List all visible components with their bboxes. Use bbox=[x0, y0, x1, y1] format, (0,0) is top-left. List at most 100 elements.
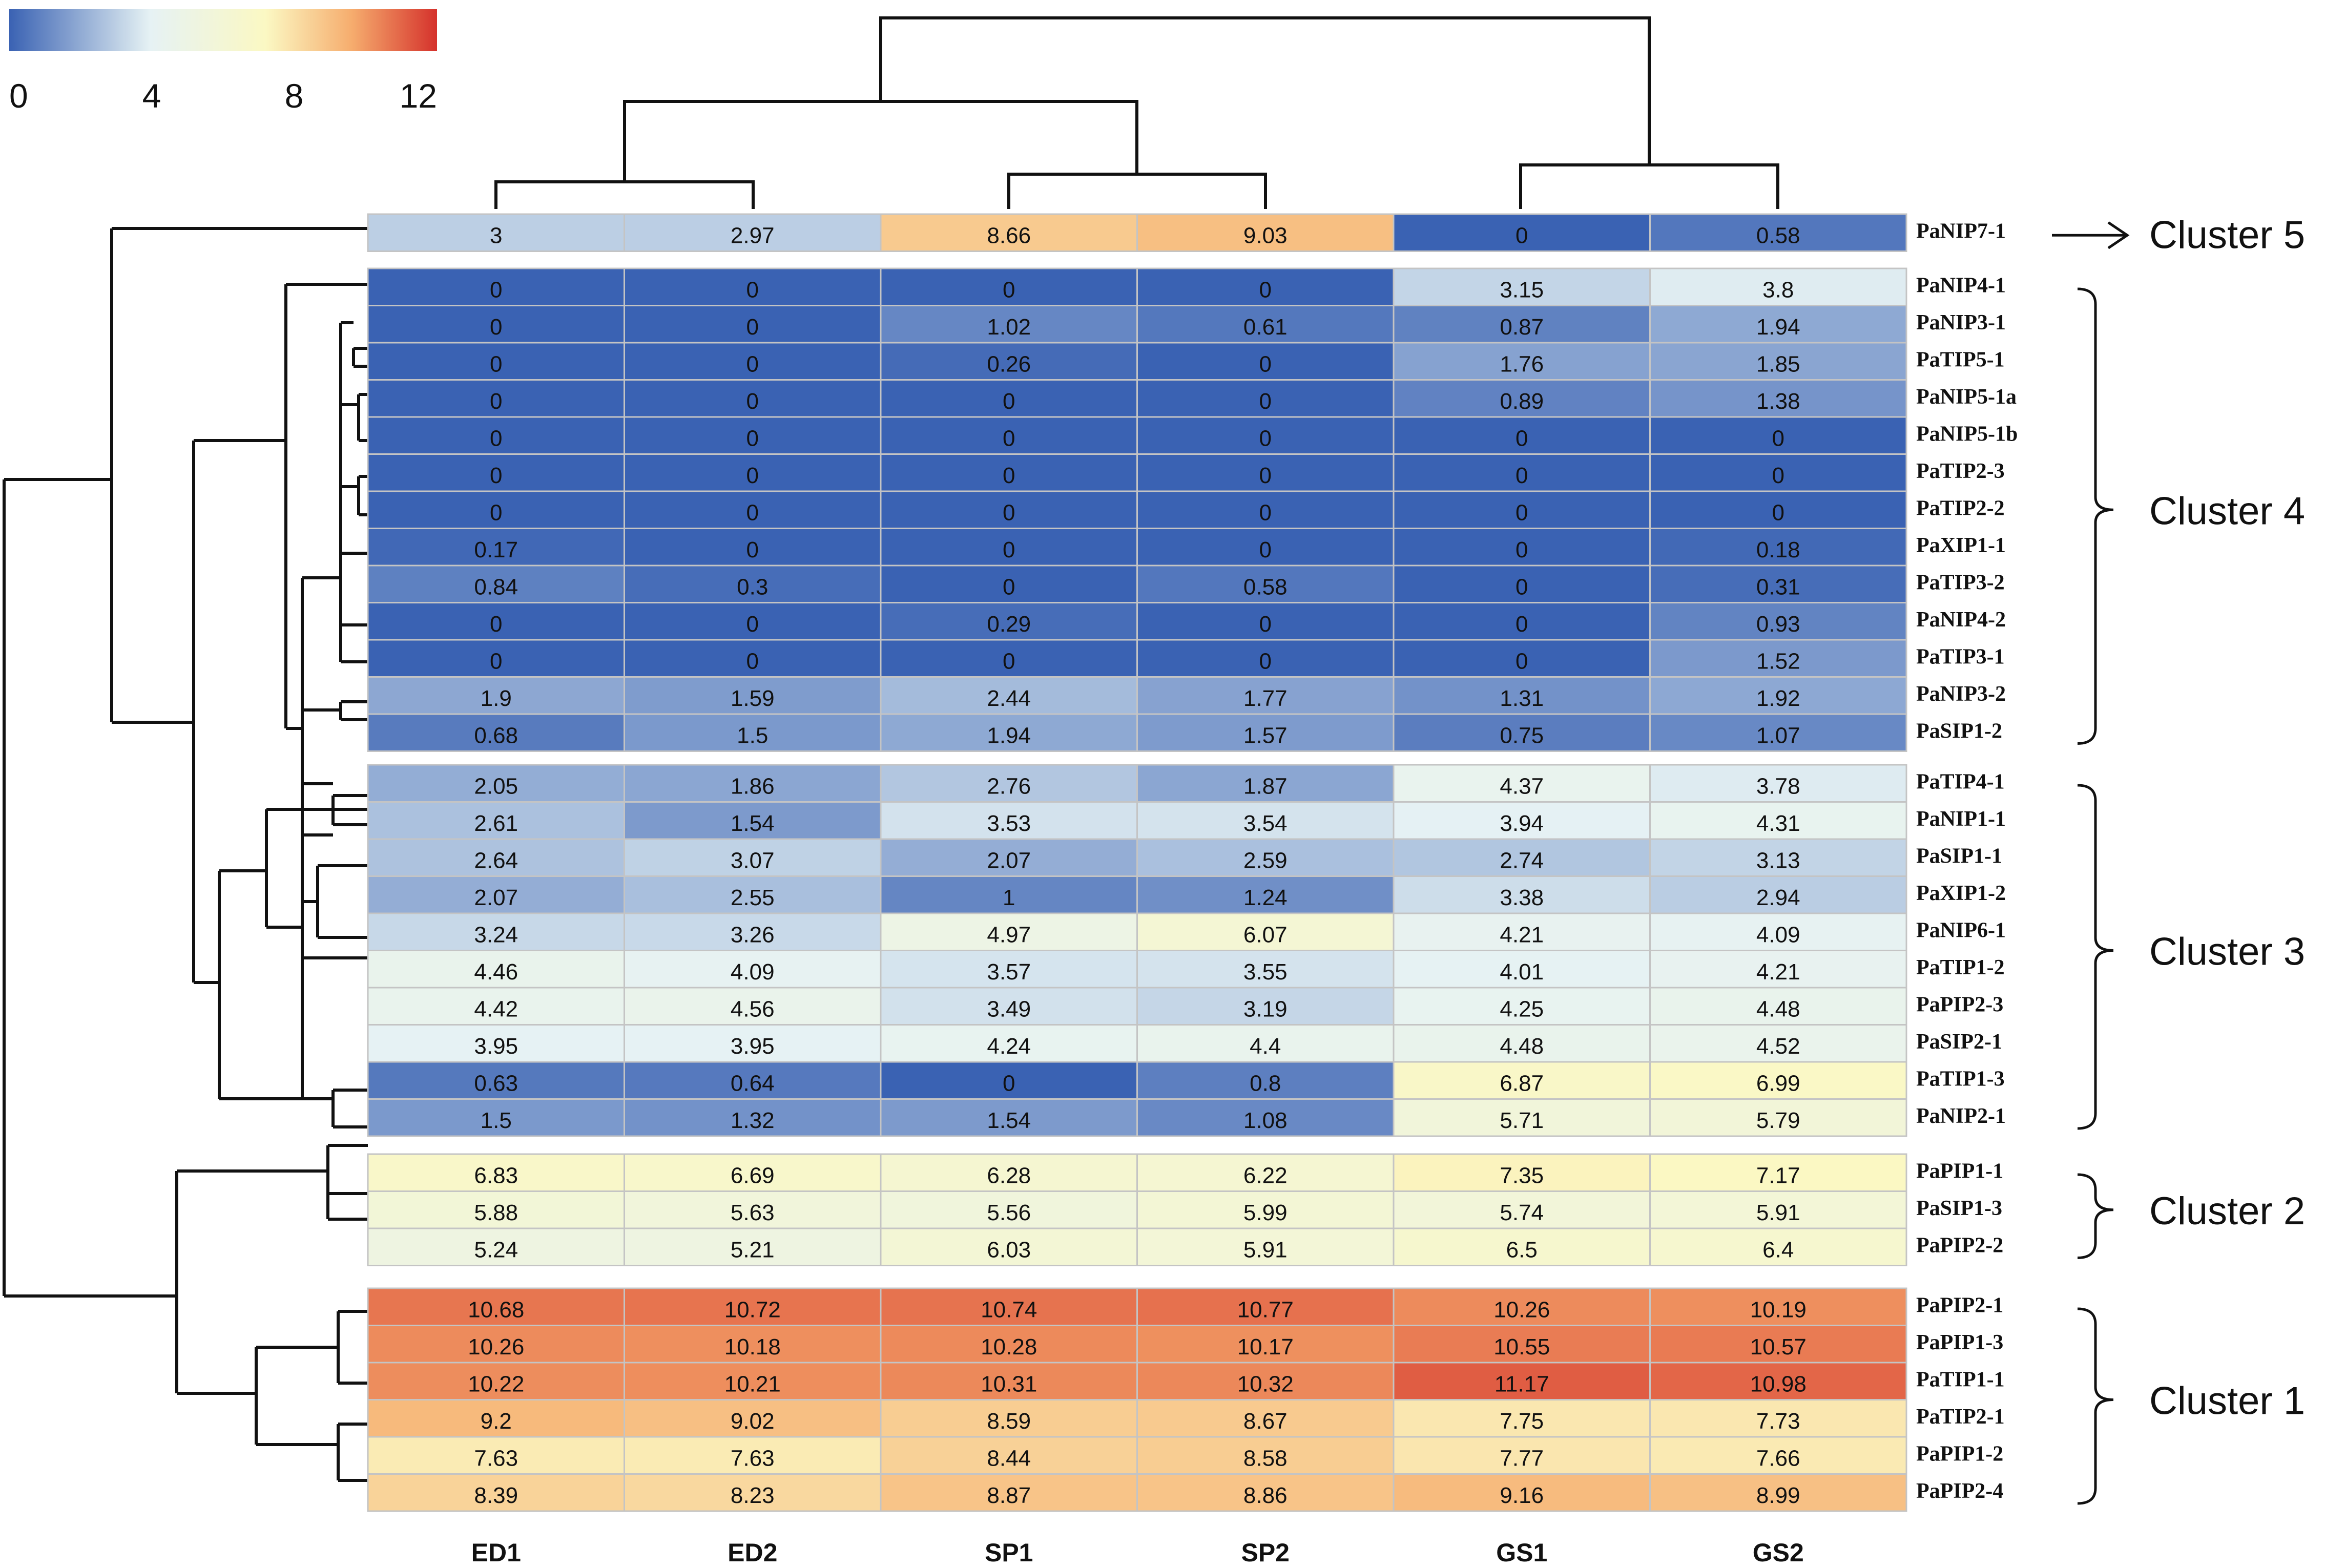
gene-label: PaSIP1-3 bbox=[1916, 1197, 2002, 1220]
heatmap-cell bbox=[624, 213, 882, 252]
color-legend: 0 4 8 12 bbox=[9, 9, 437, 115]
heatmap-cell bbox=[367, 676, 625, 715]
cell-value-label: 10.72 bbox=[724, 1297, 781, 1322]
cell-value-label: 8.44 bbox=[987, 1446, 1031, 1471]
cell-value-label: 10.18 bbox=[724, 1334, 781, 1360]
cell-value-label: 10.98 bbox=[1750, 1371, 1807, 1396]
heatmap-cell bbox=[624, 639, 882, 678]
cell-value-label: 0.63 bbox=[474, 1071, 518, 1096]
cell-value-label: 1.76 bbox=[1500, 351, 1544, 377]
gene-label: PaTIP1-2 bbox=[1916, 956, 2005, 979]
heatmap-cell bbox=[1393, 1098, 1651, 1137]
cell-value-label: 3.19 bbox=[1243, 996, 1288, 1021]
heatmap-cell bbox=[367, 838, 625, 877]
cell-value-label: 4.4 bbox=[1250, 1034, 1281, 1059]
heatmap-cell bbox=[880, 1024, 1138, 1063]
heatmap-cell bbox=[367, 639, 625, 678]
cell-value-label: 0 bbox=[1516, 612, 1528, 637]
cell-value-label: 7.35 bbox=[1500, 1163, 1544, 1188]
cluster-label: Cluster 5 bbox=[2149, 213, 2305, 257]
heatmap-cell bbox=[1649, 838, 1907, 877]
cell-value-label: 4.37 bbox=[1500, 773, 1544, 799]
heatmap-cell bbox=[1136, 1287, 1395, 1326]
cell-value-label: 10.17 bbox=[1237, 1334, 1294, 1360]
heatmap-cell bbox=[880, 213, 1138, 252]
cell-value-label: 4.48 bbox=[1500, 1034, 1544, 1059]
cell-value-label: 4.46 bbox=[474, 959, 518, 985]
cluster-label: Cluster 4 bbox=[2149, 489, 2305, 533]
heatmap-cell bbox=[624, 1061, 882, 1100]
cell-value-label: 7.75 bbox=[1500, 1409, 1544, 1434]
cell-value-label: 0 bbox=[746, 351, 759, 377]
heatmap-cell bbox=[1393, 875, 1651, 914]
cell-value-label: 0.58 bbox=[1243, 574, 1288, 599]
cell-value-label: 7.63 bbox=[474, 1446, 518, 1471]
gene-label: PaSIP1-2 bbox=[1916, 719, 2002, 743]
cell-value-label: 5.91 bbox=[1756, 1200, 1800, 1225]
heatmap-cell bbox=[1393, 1325, 1651, 1364]
color-legend-ticks: 0 4 8 12 bbox=[9, 77, 437, 115]
cell-value-label: 0 bbox=[746, 315, 759, 340]
heatmap-cell bbox=[1649, 453, 1907, 492]
cell-value-label: 5.71 bbox=[1500, 1108, 1544, 1133]
heatmap-cell bbox=[880, 713, 1138, 752]
heatmap-cell bbox=[1649, 801, 1907, 840]
cell-value-label: 2.07 bbox=[474, 885, 518, 910]
heatmap-cell bbox=[1649, 1436, 1907, 1475]
cell-value-label: 1.32 bbox=[731, 1108, 775, 1133]
heatmap-cell bbox=[367, 528, 625, 567]
gene-label: PaPIP2-1 bbox=[1916, 1293, 2003, 1317]
heatmap-cell bbox=[1649, 1227, 1907, 1266]
cell-value-label: 0 bbox=[490, 612, 502, 637]
heatmap-cell bbox=[1393, 528, 1651, 567]
heatmap-cell bbox=[1649, 912, 1907, 951]
cell-value-label: 10.57 bbox=[1750, 1334, 1807, 1360]
heatmap-cell bbox=[1393, 801, 1651, 840]
cell-value-label: 4.09 bbox=[1756, 922, 1800, 947]
heatmap-cell bbox=[1393, 713, 1651, 752]
cell-value-label: 8.67 bbox=[1243, 1409, 1288, 1434]
cell-value-label: 8.86 bbox=[1243, 1483, 1288, 1508]
gene-label: PaXIP1-1 bbox=[1916, 534, 2006, 557]
heatmap-cell bbox=[367, 565, 625, 603]
cell-value-label: 8.87 bbox=[987, 1483, 1031, 1508]
heatmap-cell bbox=[624, 267, 882, 306]
cell-value-label: 8.39 bbox=[474, 1483, 518, 1508]
cell-value-label: 0 bbox=[1259, 500, 1272, 525]
cell-value-label: 7.63 bbox=[731, 1446, 775, 1471]
heatmap-cell bbox=[1649, 342, 1907, 381]
cell-value-label: 3.95 bbox=[474, 1034, 518, 1059]
heatmap-cell bbox=[624, 528, 882, 567]
heatmap-cell bbox=[1136, 1473, 1395, 1512]
heatmap-cell bbox=[624, 987, 882, 1026]
heatmap-cell bbox=[367, 602, 625, 641]
cell-value-label: 3 bbox=[490, 223, 502, 248]
cell-value-label: 3.55 bbox=[1243, 959, 1288, 985]
heatmap-cell bbox=[1649, 987, 1907, 1026]
cell-value-label: 0 bbox=[1516, 463, 1528, 488]
heatmap-cell bbox=[367, 1399, 625, 1438]
cell-value-label: 11.17 bbox=[1494, 1371, 1549, 1396]
cell-value-label: 3.24 bbox=[474, 922, 518, 947]
cell-value-label: 10.74 bbox=[981, 1297, 1037, 1322]
gene-label: PaNIP4-2 bbox=[1916, 608, 2006, 632]
cell-value-label: 9.2 bbox=[481, 1409, 512, 1434]
heatmap-cell bbox=[1136, 838, 1395, 877]
cell-value-label: 3.53 bbox=[987, 811, 1031, 836]
cell-value-label: 9.03 bbox=[1243, 223, 1288, 248]
gene-label: PaPIP2-2 bbox=[1916, 1234, 2003, 1257]
cell-value-label: 0 bbox=[1003, 277, 1015, 302]
cell-value-label: 1.77 bbox=[1243, 686, 1288, 711]
cell-value-label: 0 bbox=[1259, 277, 1272, 302]
heatmap-cell bbox=[1393, 676, 1651, 715]
cell-value-label: 0 bbox=[746, 463, 759, 488]
cell-value-label: 3.78 bbox=[1756, 773, 1800, 799]
cell-value-label: 6.69 bbox=[731, 1163, 775, 1188]
cell-value-label: 0.61 bbox=[1243, 315, 1288, 340]
cell-value-label: 0 bbox=[1772, 426, 1784, 451]
heatmap-cell bbox=[1136, 1153, 1395, 1192]
cell-value-label: 0.26 bbox=[987, 351, 1031, 377]
gene-label: PaTIP5-1 bbox=[1916, 348, 2005, 371]
cell-value-label: 1.31 bbox=[1500, 686, 1544, 711]
gene-label: PaNIP6-1 bbox=[1916, 918, 2006, 942]
